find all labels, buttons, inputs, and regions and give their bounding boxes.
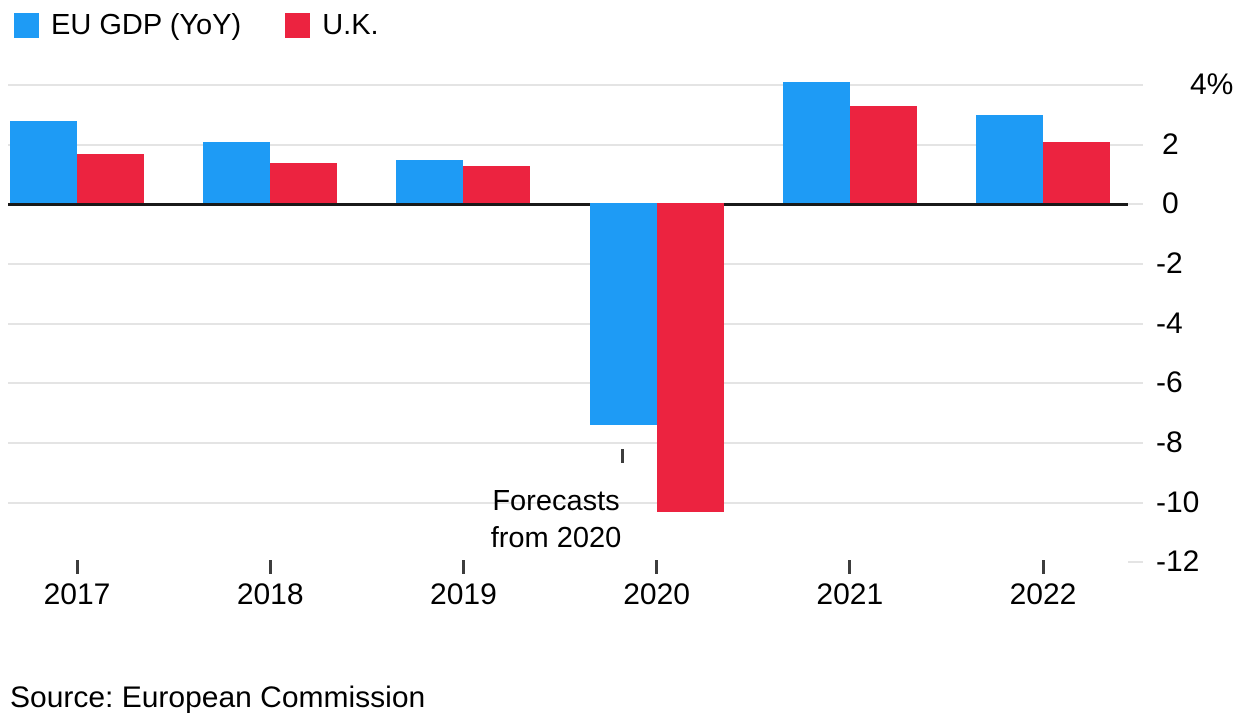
- x-axis-label-2021: 2021: [816, 578, 884, 611]
- bar-uk-2018: [270, 162, 338, 203]
- legend-item-uk: U.K.: [285, 9, 379, 41]
- x-axis-label-2018: 2018: [236, 578, 304, 611]
- x-tick-mark: [1041, 560, 1045, 574]
- bar-uk-2019: [463, 165, 531, 203]
- gridline: [8, 322, 1143, 325]
- plot-area: 2017 2018 2019 2020 2021 2022: [8, 82, 1146, 610]
- y-axis-label--4: -4: [1156, 306, 1183, 340]
- x-axis-label-2019: 2019: [430, 578, 497, 611]
- legend-label-eu: EU GDP (YoY): [51, 9, 242, 41]
- y-axis-label--6: -6: [1156, 366, 1183, 400]
- uk-legend-swatch-icon: [285, 13, 311, 38]
- legend: EU GDP (YoY) U.K.: [14, 11, 379, 40]
- forecast-annotation-line2: from 2020: [490, 522, 622, 554]
- x-axis-label-2020: 2020: [623, 578, 690, 611]
- bar-eu-2022: [976, 114, 1043, 203]
- legend-item-eu: EU GDP (YoY): [14, 11, 241, 40]
- y-axis-label--8: -8: [1156, 426, 1183, 460]
- y-axis-label--12: -12: [1156, 545, 1200, 579]
- bar-eu-2020: [589, 202, 657, 426]
- legend-label-uk: U.K.: [322, 9, 379, 41]
- x-tick-mark: [75, 560, 79, 574]
- x-tick-mark: [848, 560, 852, 574]
- bar-eu-2017: [10, 120, 77, 203]
- y-tick-mark: [1128, 203, 1143, 206]
- y-axis-label--10: -10: [1156, 485, 1200, 519]
- y-axis-label-2: 2: [1162, 127, 1179, 161]
- gridline: [8, 382, 1143, 385]
- y-tick-mark: [1128, 561, 1143, 564]
- gridline: [8, 501, 1143, 504]
- bar-eu-2018: [203, 141, 271, 203]
- x-axis-label-2022: 2022: [1009, 578, 1077, 611]
- y-axis-label--2: -2: [1156, 247, 1183, 281]
- bar-uk-2017: [77, 153, 144, 203]
- y-axis-label-4pct: 4%: [1190, 68, 1234, 101]
- forecast-annotation-line1: Forecasts: [492, 485, 620, 517]
- bar-eu-2019: [396, 159, 464, 203]
- bar-uk-2020: [656, 202, 724, 512]
- source-text: Source: European Commission: [10, 681, 426, 714]
- gridline: [8, 84, 1143, 86]
- gridline: [8, 442, 1143, 445]
- x-axis-label-2017: 2017: [43, 578, 111, 611]
- bar-uk-2021: [849, 105, 917, 203]
- bar-uk-2022: [1043, 141, 1110, 203]
- zero-axis-line: [8, 202, 1128, 206]
- y-axis-label-0: 0: [1162, 187, 1179, 221]
- bar-eu-2021: [782, 82, 850, 203]
- forecast-annotation: Forecasts from 2020: [446, 483, 666, 557]
- annotation-pointer-tick: [621, 449, 624, 463]
- eu-legend-swatch-icon: [14, 13, 39, 38]
- x-tick-mark: [655, 560, 659, 574]
- gridline: [8, 143, 1143, 146]
- gridline: [8, 263, 1143, 266]
- x-tick-mark: [461, 560, 465, 574]
- x-tick-mark: [268, 560, 272, 574]
